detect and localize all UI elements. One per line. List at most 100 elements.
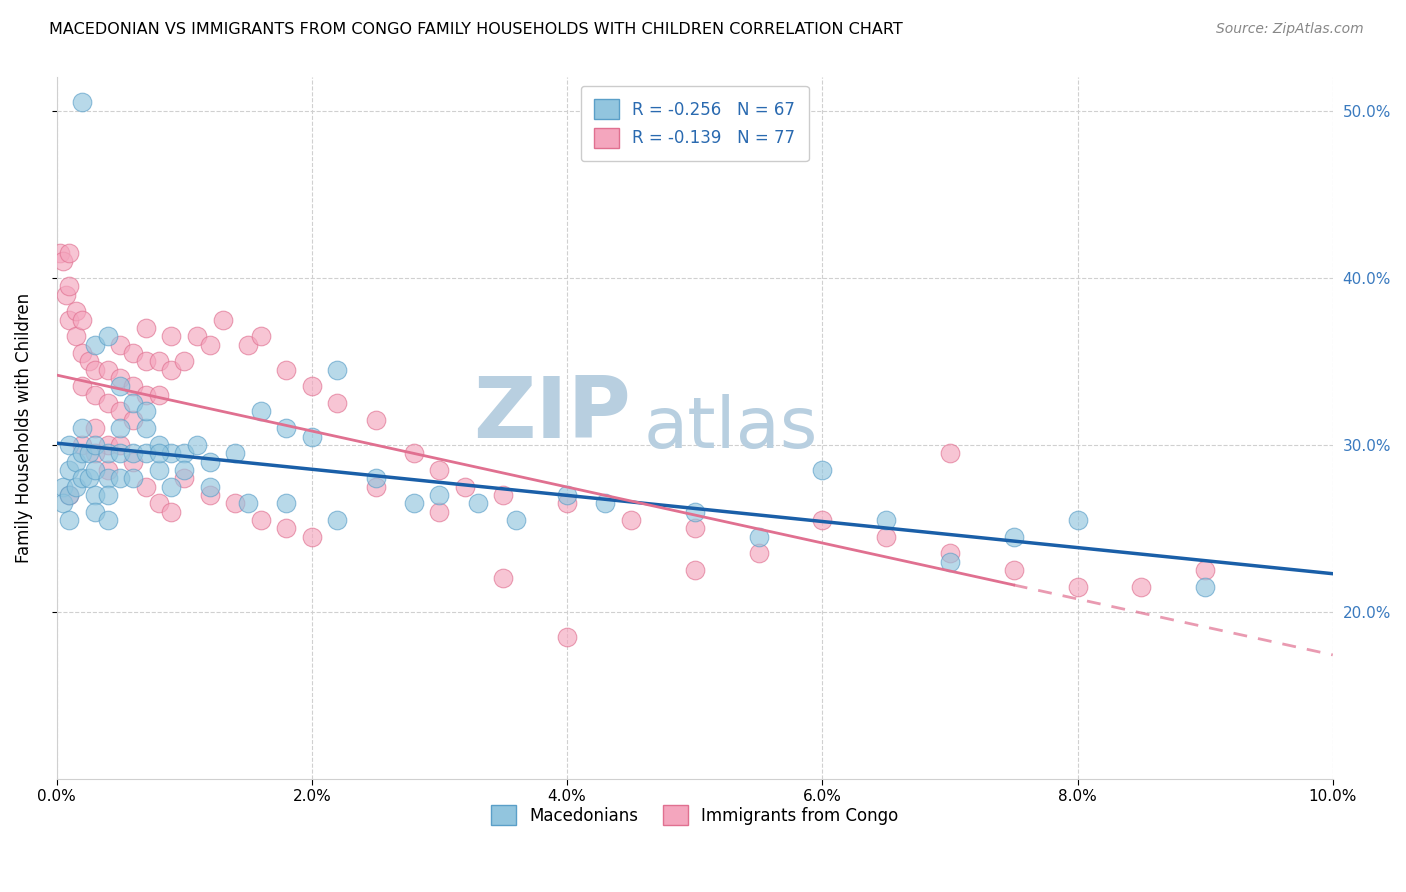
Point <box>402 496 425 510</box>
Point <box>173 354 195 368</box>
Point <box>555 496 578 510</box>
Text: MACEDONIAN VS IMMIGRANTS FROM CONGO FAMILY HOUSEHOLDS WITH CHILDREN CORRELATION : MACEDONIAN VS IMMIGRANTS FROM CONGO FAMI… <box>49 22 903 37</box>
Point <box>301 530 323 544</box>
Text: ZIP: ZIP <box>474 373 631 456</box>
Point <box>326 396 349 410</box>
Point <box>811 513 834 527</box>
Point <box>939 546 962 560</box>
Point <box>135 480 157 494</box>
Point <box>173 471 195 485</box>
Point <box>83 463 105 477</box>
Point <box>198 337 221 351</box>
Point <box>160 446 183 460</box>
Point <box>364 413 387 427</box>
Point <box>122 346 145 360</box>
Point <box>65 480 87 494</box>
Point <box>148 446 170 460</box>
Text: atlas: atlas <box>644 393 818 463</box>
Point <box>97 446 120 460</box>
Point <box>1130 580 1153 594</box>
Point <box>160 505 183 519</box>
Point <box>83 488 105 502</box>
Point <box>1194 563 1216 577</box>
Point <box>186 438 208 452</box>
Point <box>110 371 132 385</box>
Point <box>122 413 145 427</box>
Point <box>620 513 643 527</box>
Point <box>683 563 706 577</box>
Point <box>555 630 578 644</box>
Point <box>186 329 208 343</box>
Point <box>683 521 706 535</box>
Point <box>454 480 477 494</box>
Point <box>52 254 75 268</box>
Point <box>236 496 259 510</box>
Point <box>70 312 93 326</box>
Point <box>595 496 617 510</box>
Point <box>65 304 87 318</box>
Text: Source: ZipAtlas.com: Source: ZipAtlas.com <box>1216 22 1364 37</box>
Point <box>875 513 897 527</box>
Point <box>110 438 132 452</box>
Point <box>83 505 105 519</box>
Legend: Macedonians, Immigrants from Congo: Macedonians, Immigrants from Congo <box>482 797 907 834</box>
Point <box>77 446 100 460</box>
Point <box>70 438 93 452</box>
Point <box>97 463 120 477</box>
Point <box>83 337 105 351</box>
Point <box>683 505 706 519</box>
Point <box>122 446 145 460</box>
Point <box>198 480 221 494</box>
Point <box>70 95 93 110</box>
Point <box>364 471 387 485</box>
Point <box>70 471 93 485</box>
Point <box>301 379 323 393</box>
Point <box>249 513 271 527</box>
Point <box>276 496 298 510</box>
Point <box>429 488 451 502</box>
Point <box>110 446 132 460</box>
Point <box>58 463 80 477</box>
Point <box>402 446 425 460</box>
Point <box>148 438 170 452</box>
Point <box>52 480 75 494</box>
Point <box>83 438 105 452</box>
Point <box>1066 513 1088 527</box>
Point <box>65 329 87 343</box>
Point <box>173 446 195 460</box>
Point <box>364 480 387 494</box>
Point <box>429 463 451 477</box>
Point <box>58 279 80 293</box>
Point <box>747 546 769 560</box>
Point <box>55 287 77 301</box>
Point <box>97 471 120 485</box>
Point <box>236 337 259 351</box>
Point <box>1002 563 1025 577</box>
Point <box>58 438 80 452</box>
Point <box>148 463 170 477</box>
Point <box>83 446 105 460</box>
Y-axis label: Family Households with Children: Family Households with Children <box>15 293 32 563</box>
Point <box>160 362 183 376</box>
Point <box>110 379 132 393</box>
Point <box>939 555 962 569</box>
Point <box>70 446 93 460</box>
Point <box>198 454 221 468</box>
Point <box>110 421 132 435</box>
Point <box>148 496 170 510</box>
Point <box>492 572 515 586</box>
Point <box>224 446 246 460</box>
Point <box>97 329 120 343</box>
Point <box>122 396 145 410</box>
Point <box>1066 580 1088 594</box>
Point <box>65 454 87 468</box>
Point <box>122 454 145 468</box>
Point <box>97 488 120 502</box>
Point <box>326 362 349 376</box>
Point <box>110 404 132 418</box>
Point <box>97 396 120 410</box>
Point <box>747 530 769 544</box>
Point <box>135 446 157 460</box>
Point <box>939 446 962 460</box>
Point <box>83 362 105 376</box>
